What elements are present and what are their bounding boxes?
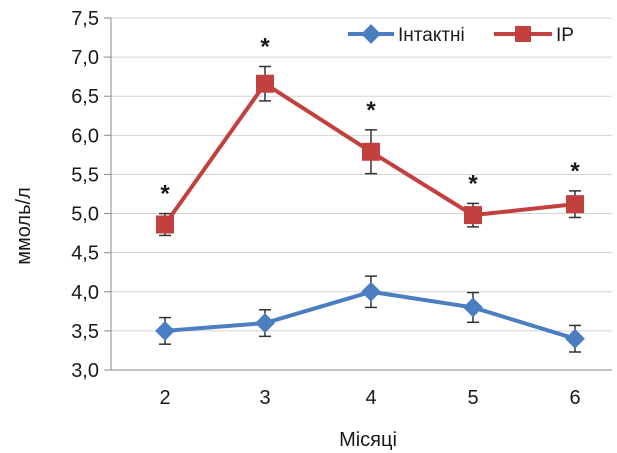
data-point [566, 195, 584, 214]
y-tick-label: 4,0 [71, 282, 99, 304]
y-tick-label: 7,0 [71, 47, 99, 69]
legend-marker-ir [515, 26, 531, 42]
significance-star: * [366, 97, 376, 124]
significance-star: * [260, 33, 270, 60]
data-point [362, 142, 380, 161]
y-tick-labels: 3,0 3,5 4,0 4,5 5,0 5,5 6,0 6,5 7,0 7,5 [71, 8, 99, 382]
y-tick-label: 5,0 [71, 204, 99, 226]
x-tick-label: 4 [365, 387, 376, 409]
data-point [156, 215, 174, 234]
data-point [255, 313, 275, 333]
series-intact [155, 275, 585, 353]
legend-marker-intact [361, 24, 381, 44]
legend-item-ir: ІР [494, 25, 574, 46]
y-tick-label: 7,5 [71, 8, 99, 30]
x-tick-label: 2 [159, 387, 170, 409]
x-tick-labels: 2 3 4 5 6 [159, 387, 580, 409]
y-tick-label: 4,5 [71, 243, 99, 265]
series-ir [156, 65, 584, 237]
data-point [256, 74, 274, 93]
y-axis-title: ммоль/л [13, 187, 35, 265]
data-point [565, 328, 585, 349]
x-tick-label: 3 [259, 387, 270, 409]
legend-item-intact: Інтактні [348, 24, 465, 46]
axes [104, 17, 612, 371]
grid-lines [111, 17, 612, 332]
data-point [463, 297, 483, 318]
y-tick-label: 3,0 [71, 360, 99, 382]
legend-label-ir: ІР [556, 25, 574, 46]
significance-star: * [160, 181, 170, 208]
data-point [155, 320, 175, 341]
legend: Інтактні ІР [348, 24, 574, 46]
legend-label-intact: Інтактні [398, 25, 465, 46]
data-point [464, 206, 482, 225]
significance-star: * [570, 158, 580, 185]
x-axis-title: Місяці [339, 429, 397, 451]
x-tick-label: 5 [467, 387, 478, 409]
series-layer [155, 65, 585, 353]
significance-markers: * * * * * [160, 33, 580, 207]
y-tick-label: 6,5 [71, 86, 99, 108]
data-point [361, 281, 381, 302]
significance-star: * [468, 170, 478, 197]
y-tick-label: 5,5 [71, 164, 99, 186]
y-tick-label: 6,0 [71, 125, 99, 147]
x-tick-label: 6 [569, 387, 580, 409]
y-tick-label: 3,5 [71, 321, 99, 343]
